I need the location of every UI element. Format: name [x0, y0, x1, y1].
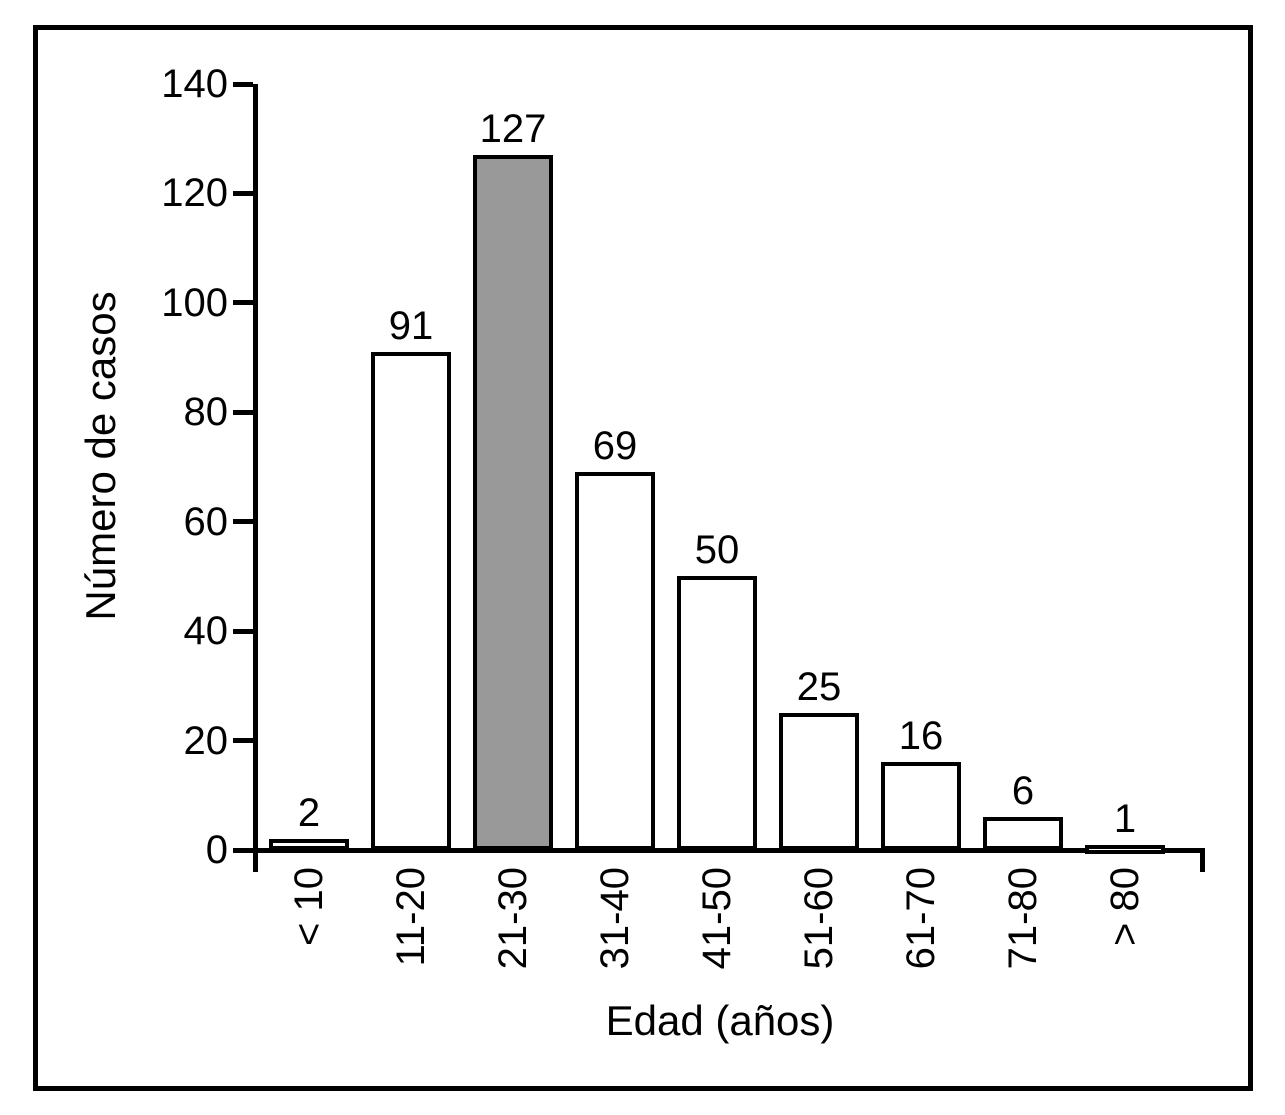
bar	[575, 472, 655, 850]
x-tick-label: 11-20	[389, 867, 433, 967]
bar-value-label: 50	[694, 528, 740, 573]
bar-value-label: 25	[796, 665, 842, 710]
x-tick-label: 31-40	[593, 867, 637, 970]
y-axis-tick	[233, 628, 253, 634]
x-tick-label: 71-80	[1001, 867, 1045, 970]
y-tick-label: 100	[161, 280, 228, 325]
y-axis-tick	[233, 847, 253, 853]
y-axis-tick	[233, 409, 253, 415]
bar	[983, 817, 1063, 850]
y-axis-tick	[233, 519, 253, 525]
x-tick-label: 61-70	[899, 867, 943, 970]
y-axis-tick	[233, 300, 253, 306]
bar-value-label: 1	[1113, 796, 1137, 841]
y-tick-label: 20	[183, 718, 229, 763]
x-tick-label: 21-30	[491, 867, 535, 970]
y-axis-tick	[233, 738, 253, 744]
bar	[779, 713, 859, 850]
x-tick-label: > 80	[1103, 867, 1147, 946]
bar-value-label: 69	[592, 424, 638, 469]
y-tick-label: 80	[183, 390, 229, 435]
y-tick-label: 0	[205, 828, 228, 872]
y-tick-label: 40	[183, 609, 229, 654]
bar-value-label: 127	[479, 107, 547, 152]
x-axis-line	[253, 848, 1205, 853]
y-tick-label: 120	[161, 171, 228, 216]
bar	[269, 839, 349, 850]
x-axis-title: Edad (años)	[605, 997, 835, 1044]
y-axis-line	[253, 84, 258, 872]
x-tick-label: < 10	[287, 867, 331, 946]
bar-value-label: 91	[388, 304, 434, 349]
bar	[473, 155, 553, 850]
x-axis-end-tick	[1200, 848, 1205, 872]
x-tick-label: 41-50	[695, 867, 739, 970]
y-axis-tick	[233, 81, 253, 87]
x-tick-label: 51-60	[797, 867, 841, 970]
y-tick-label: 60	[183, 499, 229, 544]
bar	[1085, 844, 1165, 854]
bar	[371, 352, 451, 850]
y-tick-label: 140	[161, 62, 228, 106]
bar	[881, 762, 961, 850]
y-axis-tick	[233, 190, 253, 196]
bar-value-label: 16	[898, 714, 944, 759]
bar-value-label: 2	[297, 791, 321, 836]
bar	[677, 576, 757, 850]
bar-value-label: 6	[1011, 769, 1035, 814]
